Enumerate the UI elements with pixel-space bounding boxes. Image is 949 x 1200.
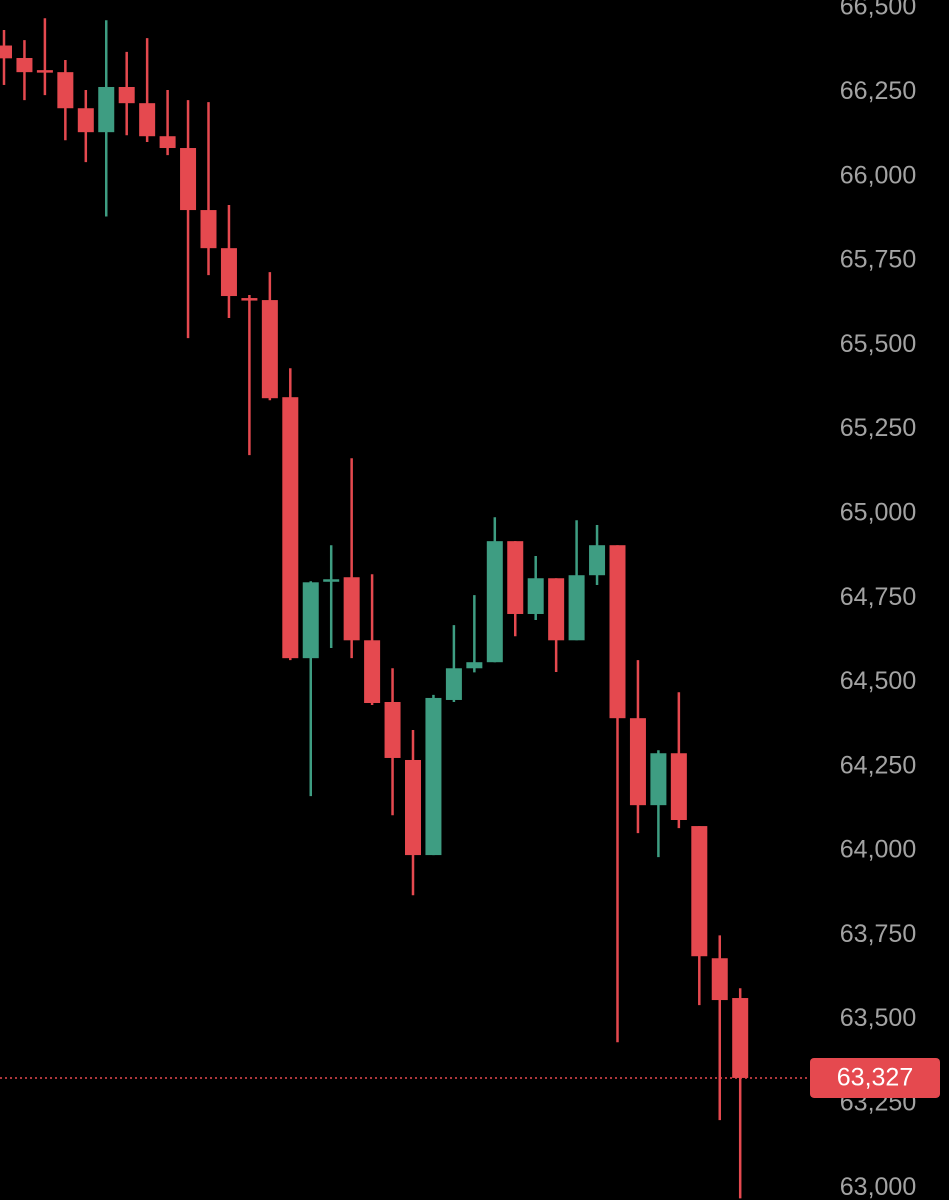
candle-body: [629, 718, 646, 806]
candle-body: [241, 298, 258, 301]
candle-body: [118, 86, 135, 104]
y-tick-label: 66,500: [840, 0, 916, 21]
y-tick-label: 66,250: [840, 77, 916, 105]
y-tick-label: 63,500: [840, 1004, 916, 1032]
y-tick-label: 63,750: [840, 920, 916, 948]
candle-body: [507, 541, 524, 614]
candle-body: [466, 662, 483, 669]
candle-body: [732, 998, 749, 1078]
candle-body: [343, 577, 360, 641]
candle-body: [220, 248, 237, 297]
candle-body: [568, 575, 585, 641]
candle-body: [609, 545, 626, 719]
candle-body: [180, 148, 197, 211]
candle-body: [139, 103, 156, 137]
candle-body: [527, 578, 544, 614]
candle-body: [405, 759, 421, 856]
candle-body: [670, 753, 687, 821]
candle-body: [200, 210, 217, 249]
candle-body: [0, 45, 12, 59]
y-tick-label: 65,000: [840, 498, 916, 526]
candle-body: [77, 108, 94, 133]
y-tick-label: 63,000: [840, 1173, 916, 1200]
y-tick-label: 64,500: [840, 667, 916, 695]
candle-body: [486, 541, 503, 663]
candle-body: [384, 701, 401, 758]
candle-body: [323, 579, 340, 582]
y-tick-label: 66,000: [840, 161, 916, 189]
y-tick-label: 64,000: [840, 836, 916, 864]
candle-body: [16, 57, 33, 73]
candle-body: [548, 578, 565, 641]
candle-body: [445, 668, 462, 700]
y-tick-label: 65,750: [840, 246, 916, 274]
candle-body: [691, 826, 708, 957]
candle-body: [650, 753, 667, 806]
candle-body: [425, 697, 442, 856]
candle-body: [57, 72, 74, 109]
candle-body: [98, 86, 115, 133]
candle-body: [589, 545, 606, 576]
candle-body: [364, 640, 381, 704]
candle-body: [261, 300, 278, 399]
y-tick-label: 65,250: [840, 414, 916, 442]
last-price-box: [810, 1057, 940, 1098]
y-tick-label: 65,500: [840, 330, 916, 358]
candle-body: [159, 136, 176, 149]
y-tick-label: 64,250: [840, 751, 916, 779]
candle-body: [711, 958, 728, 1001]
last-price-label: 63,327: [837, 1064, 913, 1092]
candle-body: [302, 582, 319, 659]
candle-body: [282, 397, 299, 659]
y-tick-label: 64,750: [840, 583, 916, 611]
candle-body: [36, 70, 53, 73]
